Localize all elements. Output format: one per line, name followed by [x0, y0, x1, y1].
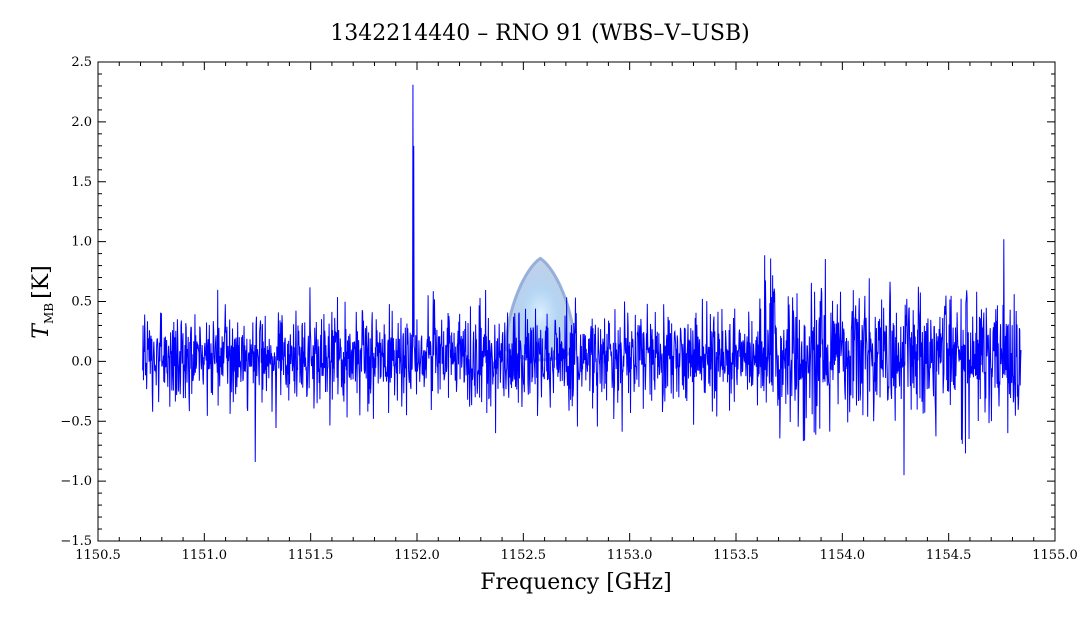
x-tick-label: 1150.5 — [75, 548, 121, 563]
y-tick-label: −1.0 — [60, 474, 92, 489]
y-axis-label-main: T — [29, 322, 54, 339]
y-axis-label-sub: MB — [42, 303, 56, 324]
x-tick-label: 1154.0 — [820, 548, 866, 563]
x-tick-label: 1152.0 — [394, 548, 440, 563]
x-tick-label: 1154.5 — [926, 548, 972, 563]
y-tick-labels: −1.5 −1.0 −0.5 0.0 0.5 1.0 1.5 2.0 2.5 — [60, 55, 92, 549]
x-tick-label: 1152.5 — [501, 548, 547, 563]
spectrum-line — [142, 84, 1022, 476]
y-tick-label: −1.5 — [60, 534, 92, 549]
y-axis-label: TMB [K] — [29, 265, 56, 338]
x-tick-label: 1155.0 — [1032, 548, 1078, 563]
y-tick-label: 1.5 — [71, 175, 92, 190]
y-tick-label: 0.5 — [71, 295, 92, 310]
y-tick-label: 2.5 — [71, 55, 92, 70]
y-tick-label: −0.5 — [60, 414, 92, 429]
x-tick-labels: 1150.5 1151.0 1151.5 1152.0 1152.5 1153.0 1153… — [75, 548, 1078, 563]
y-tick-label: 0.0 — [71, 354, 92, 369]
plot-frame — [97, 61, 1056, 542]
x-tick-label: 1153.5 — [713, 548, 759, 563]
y-tick-label: 1.0 — [71, 235, 92, 250]
x-tick-label: 1151.5 — [288, 548, 334, 563]
spectrum-series — [142, 84, 1022, 476]
x-tick-label: 1151.0 — [182, 548, 228, 563]
y-tick-label: 2.0 — [71, 115, 92, 130]
x-axis-label: Frequency [GHz] — [480, 570, 672, 595]
y-axis-label-unit: [K] — [29, 265, 54, 299]
x-tick-label: 1153.0 — [607, 548, 653, 563]
axis-ticks — [97, 61, 1056, 542]
chart-title: 1342214440 – RNO 91 (WBS–V–USB) — [330, 21, 749, 46]
